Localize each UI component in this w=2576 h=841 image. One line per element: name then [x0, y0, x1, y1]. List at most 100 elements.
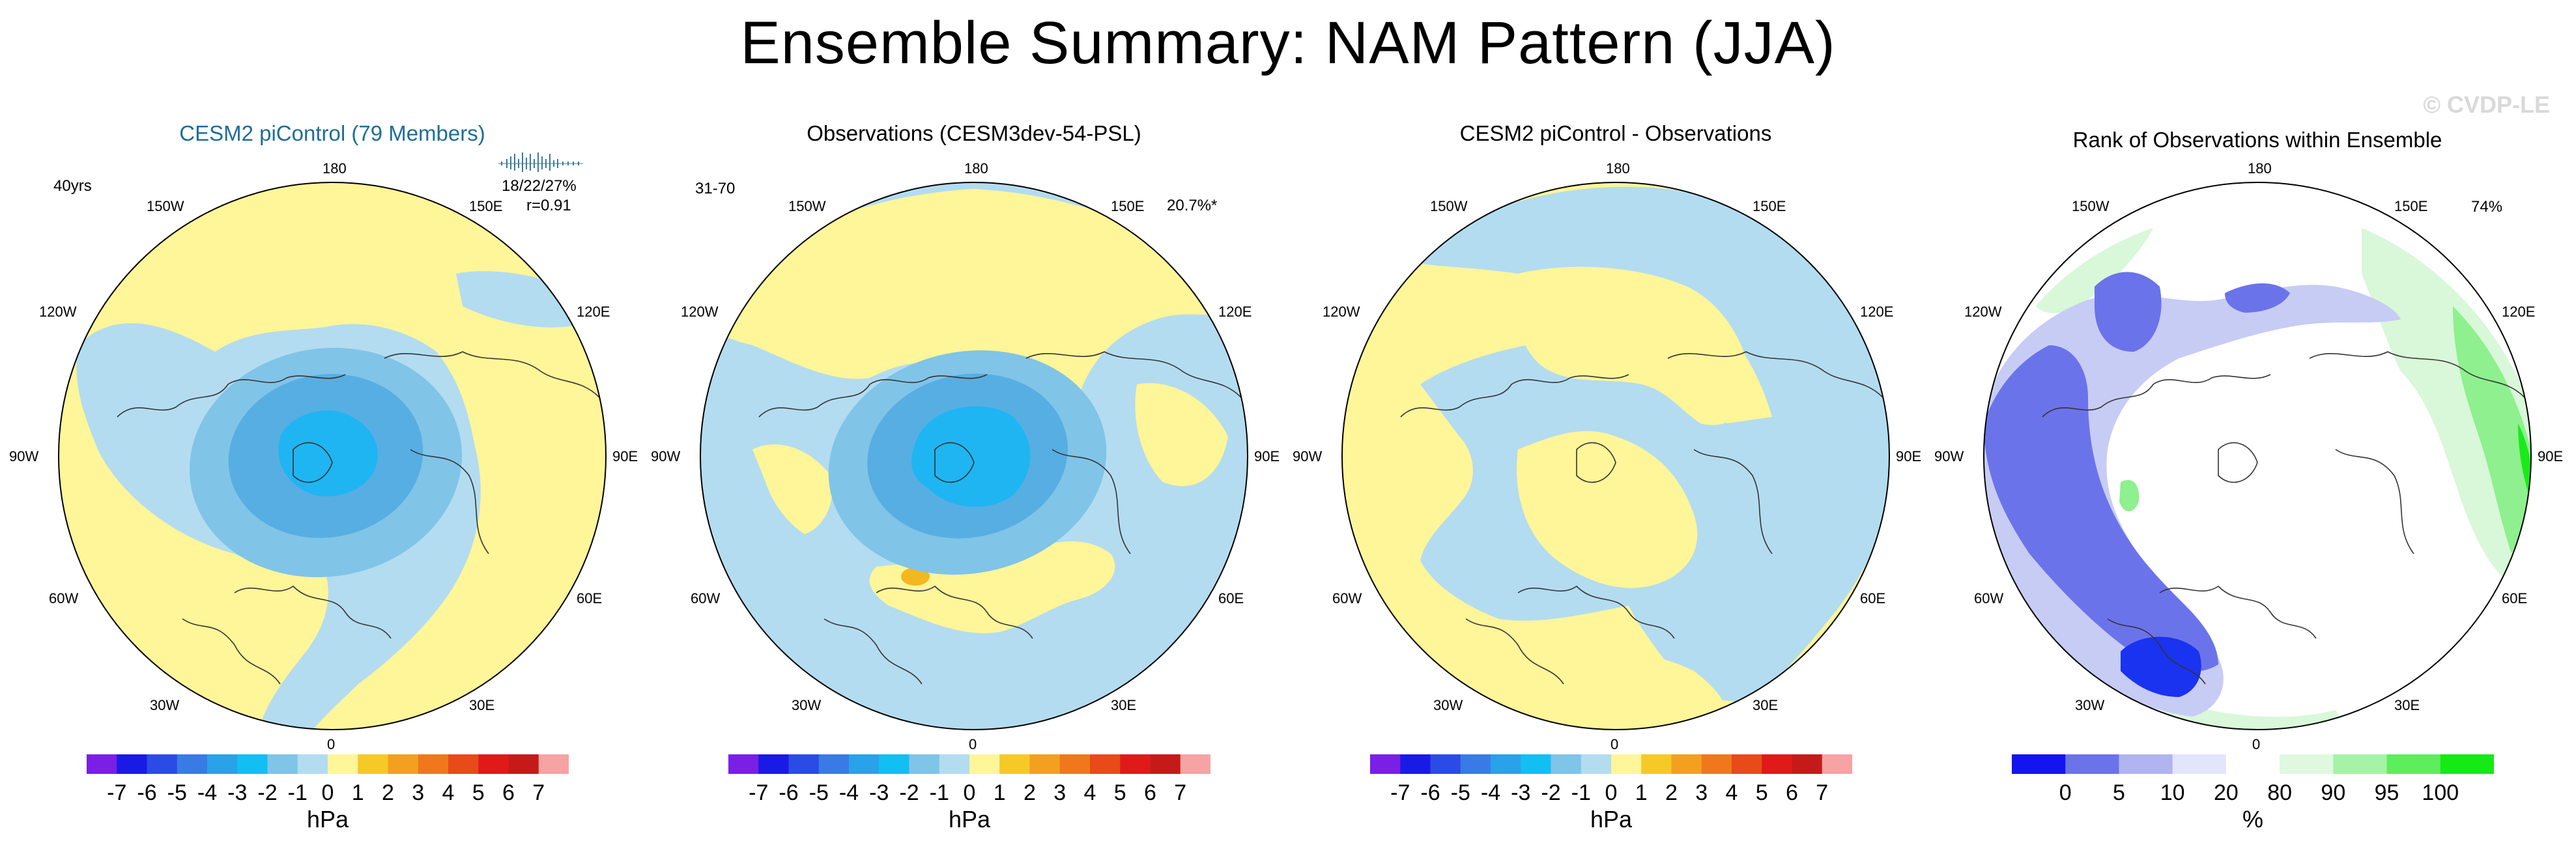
- colorbar-tick-label: -2: [899, 780, 919, 805]
- colorbar-tick-label: 1: [352, 780, 364, 805]
- colorbar-tick-label: 1: [1635, 780, 1648, 805]
- lon-label: 120W: [681, 304, 719, 320]
- colorbar-swatch: [2333, 754, 2388, 774]
- positive-anomaly-region: [1516, 266, 1753, 425]
- colorbar-svg: 0 5 10 20 80 90 95 100%: [2012, 754, 2495, 833]
- colorbar-swatch: [1059, 754, 1091, 774]
- colorbar-tick-label: -7: [1390, 780, 1410, 805]
- positive-contour-1: [901, 567, 930, 586]
- colorbar-tick-label: -4: [1481, 780, 1500, 805]
- colorbar-swatch: [1150, 754, 1181, 774]
- lon-label: 30W: [1433, 697, 1463, 713]
- colorbar-tick-label: 6: [502, 780, 515, 805]
- positive-anomaly-region-2: [1135, 383, 1228, 487]
- positive-anomaly-region: [700, 189, 1248, 406]
- colorbar-swatch: [999, 754, 1030, 774]
- colorbar-tick-label: 0: [322, 780, 334, 805]
- lon-label: 90E: [612, 448, 638, 464]
- colorbar-tick-label: -1: [288, 780, 308, 805]
- watermark: © CVDP-LE: [2423, 91, 2550, 118]
- colorbar-swatch: [849, 754, 880, 774]
- colorbar-swatch: [2225, 754, 2280, 774]
- panel-rank: Rank of Observations within Ensemble: [1934, 111, 2570, 834]
- correlation-label: r=0.91: [526, 197, 571, 214]
- colorbar-tick-label: -2: [257, 780, 277, 805]
- lon-label: 120E: [1860, 304, 1894, 320]
- colorbar-tick-label: -2: [1541, 780, 1560, 805]
- lon-label: 90W: [9, 448, 39, 464]
- colorbar-swatch: [1120, 754, 1151, 774]
- lon-label: 120W: [39, 304, 77, 320]
- lon-label: 150E: [1111, 198, 1145, 214]
- colorbar-tick-label: 7: [1816, 780, 1828, 805]
- rank-green-region-4: [2036, 228, 2153, 313]
- lon-label: 120W: [1964, 304, 2002, 320]
- positive-anomaly-region-2: [1517, 431, 1698, 588]
- rank-blue-strong-region: [2121, 636, 2201, 697]
- colorbar-tick-label: -1: [1571, 780, 1591, 805]
- lon-label: 0: [969, 736, 977, 752]
- colorbar: 0 5 10 20 80 90 95 100%: [2012, 754, 2495, 833]
- coastlines: [2042, 351, 2525, 685]
- colorbar-tick-label: -6: [779, 780, 798, 805]
- rank-blue-mid-region-2: [2095, 272, 2162, 352]
- colorbar-swatch: [1400, 754, 1431, 774]
- colorbar-tick-label: 20: [2214, 780, 2239, 805]
- colorbar-tick-label: 5: [472, 780, 485, 805]
- colorbar: -7 -6 -5 -4 -3 -2 -1 0 1 2 3 4 5 6 7 hPa: [87, 754, 569, 833]
- colorbar: -7 -6 -5 -4 -3 -2 -1 0 1 2 3 4 5 6 7 hPa: [1370, 754, 1853, 833]
- colorbar-tick-label: 2: [1665, 780, 1678, 805]
- colorbar-swatch: [2440, 754, 2495, 774]
- colorbar-swatch: [207, 754, 238, 774]
- colorbar-swatch: [87, 754, 117, 774]
- colorbar-tick-label: -5: [1451, 780, 1470, 805]
- colorbar-swatch: [2065, 754, 2119, 774]
- colorbar-swatch: [2386, 754, 2441, 774]
- colorbar-swatch: [1491, 754, 1521, 774]
- lon-label: 120W: [1323, 304, 1360, 320]
- lon-label: 90W: [1293, 448, 1323, 464]
- lon-label: 120E: [2502, 304, 2536, 320]
- lon-label: 180: [2248, 160, 2272, 177]
- colorbar-tick-label: 0: [1605, 780, 1618, 805]
- contour-minus-3: [911, 406, 1031, 507]
- colorbar-swatch: [1701, 754, 1732, 774]
- lon-label: 90E: [1896, 448, 1922, 464]
- lon-label: 90E: [2538, 448, 2564, 464]
- colorbar-tick-label: 0: [964, 780, 976, 805]
- top-left-label: 31-70: [695, 180, 736, 197]
- colorbar-svg: -7 -6 -5 -4 -3 -2 -1 0 1 2 3 4 5 6 7 hPa: [728, 754, 1211, 833]
- lon-label: 150W: [2072, 198, 2110, 214]
- colorbar-swatch: [909, 754, 940, 774]
- colorbar-tick-label: 2: [1023, 780, 1036, 805]
- lon-label: 90W: [1934, 448, 1964, 464]
- colorbar-tick-label: 80: [2267, 780, 2292, 805]
- panel-observations: Observations (CESM3dev-54-PSL) 31-70 20.…: [651, 111, 1287, 834]
- lon-label: 60E: [1860, 590, 1886, 606]
- colorbar-swatch: [1581, 754, 1612, 774]
- lon-label: 150E: [469, 198, 503, 214]
- colorbar-tick-label: 1: [994, 780, 1006, 805]
- rank-green-region-3: [2518, 423, 2531, 502]
- rank-blue-mid-region: [1984, 345, 2218, 672]
- colorbar-swatch: [267, 754, 298, 774]
- rank-blue-mid-region-3: [2225, 283, 2290, 313]
- colorbar-tick-label: 4: [442, 780, 455, 805]
- colorbar-swatch: [1430, 754, 1461, 774]
- colorbar-tick-label: 7: [532, 780, 545, 805]
- panel-title: Observations (CESM3dev-54-PSL): [807, 121, 1141, 145]
- colorbar-swatch: [2012, 754, 2066, 774]
- top-right-label: 20.7%*: [1167, 197, 1218, 214]
- colorbar-tick-label: 100: [2422, 780, 2459, 805]
- colorbar-swatch: [788, 754, 820, 774]
- polar-map: [1983, 182, 2532, 730]
- colorbar-tick-label: -3: [1511, 780, 1530, 805]
- panel-ensemble-mean: CESM2 piControl (79 Members) 40yrs: [9, 111, 645, 834]
- map-boundary: [1983, 182, 2532, 730]
- panel-title: CESM2 piControl - Observations: [1459, 121, 1772, 145]
- rank-green-region-2: [2453, 306, 2531, 554]
- lon-label: 30E: [2394, 697, 2420, 713]
- polar-map: [700, 182, 1248, 730]
- coastlines: [758, 351, 1242, 685]
- colorbar-swatch: [358, 754, 388, 774]
